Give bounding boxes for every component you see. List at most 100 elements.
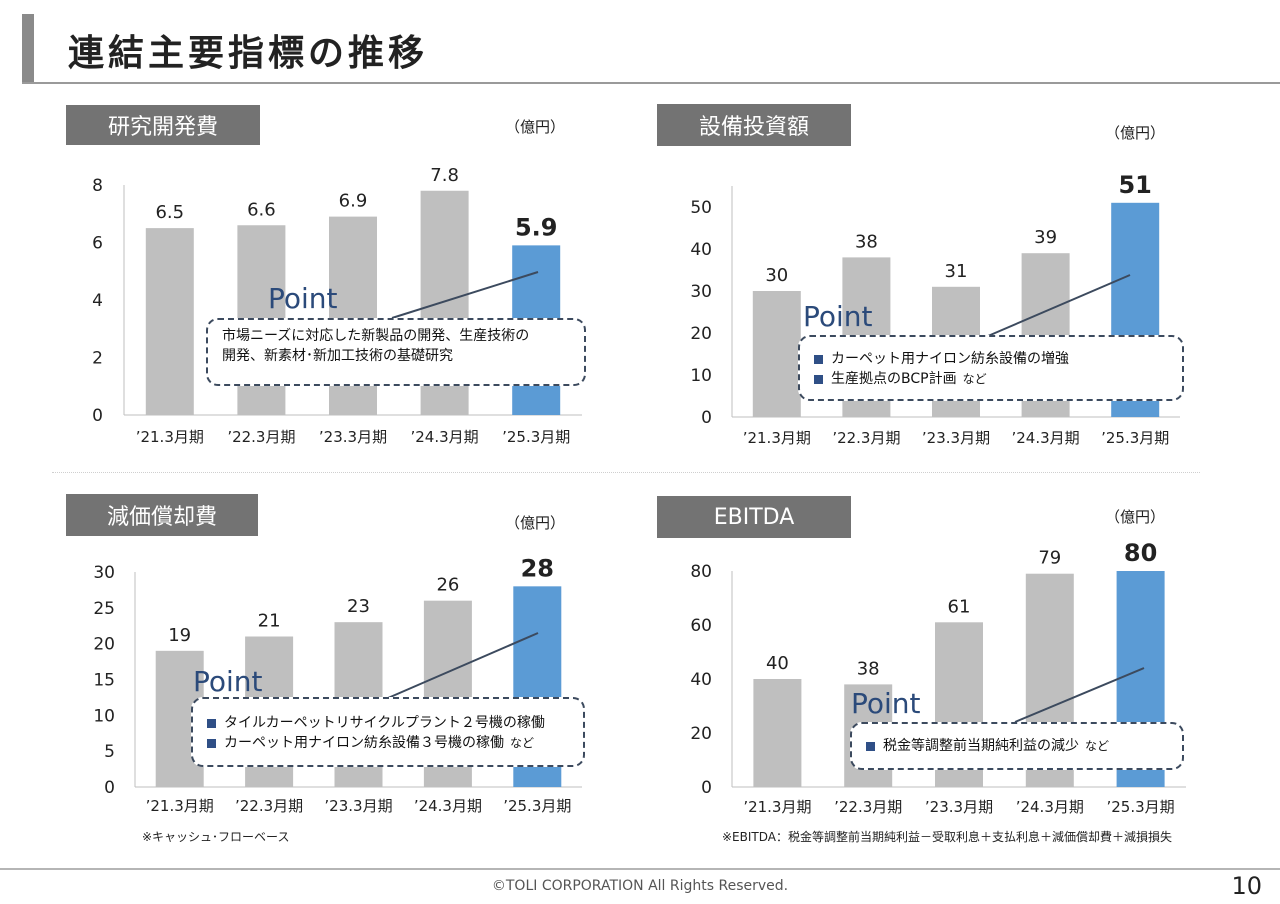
point-heading: Point [803, 300, 873, 333]
point-line: カーペット用ナイロン紡糸設備の増強 [831, 351, 1069, 367]
category-label: ’24.3月期 [414, 797, 482, 815]
point-line: 市場ニーズに対応した新製品の開発、生産技術の [222, 328, 530, 344]
point-heading: Point [851, 687, 921, 720]
category-label: ’22.3月期 [834, 798, 902, 816]
data-label: 28 [521, 554, 554, 582]
panel-tag-depreciation: 減価償却費 [66, 494, 258, 536]
footer-rule [0, 868, 1280, 870]
point-callout-box: 税金等調整前当期純利益の減少 など [850, 722, 1184, 770]
bullet-icon [814, 354, 823, 364]
data-label: 19 [168, 625, 191, 646]
data-label: 40 [766, 653, 789, 674]
data-label: 6.6 [247, 199, 276, 220]
title-rule [22, 82, 1280, 84]
y-tick-label: 10 [690, 366, 712, 386]
y-tick-label: 0 [701, 408, 712, 428]
y-tick-label: 4 [92, 291, 103, 311]
y-tick-label: 2 [92, 349, 103, 369]
y-tick-label: 0 [92, 406, 103, 426]
data-label: 5.9 [515, 213, 558, 241]
category-label: ’21.3月期 [743, 429, 811, 447]
category-label: ’25.3月期 [502, 428, 570, 446]
page-number: 10 [1231, 872, 1262, 900]
copyright-footer: ©TOLI CORPORATION All Rights Reserved. [491, 878, 789, 894]
data-label: 51 [1118, 171, 1151, 199]
panel-tag-capex: 設備投資額 [657, 104, 851, 146]
category-label: ’25.3月期 [1101, 429, 1169, 447]
unit-label: （億円） [1105, 508, 1166, 526]
data-label: 26 [436, 575, 459, 596]
y-tick-label: 5 [104, 742, 115, 762]
y-tick-label: 25 [93, 599, 115, 619]
panel-tag-rd: 研究開発費 [66, 105, 260, 145]
data-label: 6.9 [339, 191, 368, 212]
point-line: 開発、新素材･新加工技術の基礎研究 [222, 348, 453, 365]
y-tick-label: 0 [701, 778, 712, 798]
data-label: 7.8 [430, 165, 459, 186]
pointer-line [1014, 667, 1145, 723]
y-tick-label: 20 [93, 635, 115, 655]
data-label: 30 [765, 265, 788, 286]
category-label: ’25.3月期 [1107, 798, 1175, 816]
y-tick-label: 0 [104, 778, 115, 798]
point-callout-box: 市場ニーズに対応した新製品の開発、生産技術の 開発、新素材･新加工技術の基礎研究 [206, 318, 586, 386]
y-tick-label: 10 [93, 706, 115, 726]
category-label: ’24.3月期 [1016, 798, 1084, 816]
panel-tag-ebitda: EBITDA [657, 496, 851, 538]
point-line: 税金等調整前当期純利益の減少 [883, 738, 1079, 754]
data-label: 38 [855, 231, 878, 252]
bar [145, 228, 194, 415]
point-callout-box: カーペット用ナイロン紡糸設備の増強 生産拠点のBCP計画 など [798, 335, 1184, 401]
title-accent-bar [22, 14, 34, 82]
footnote: ※キャッシュ･フローベース [142, 830, 290, 844]
category-label: ’24.3月期 [1012, 429, 1080, 447]
y-tick-label: 40 [690, 670, 712, 690]
page-title: 連結主要指標の推移 [68, 33, 429, 74]
category-label: ’21.3月期 [146, 797, 214, 815]
point-heading: Point [268, 282, 338, 315]
y-tick-label: 50 [690, 198, 712, 218]
bullet-icon [207, 738, 216, 748]
bullet-icon [814, 374, 823, 384]
nado-label: など [962, 372, 987, 387]
y-tick-label: 80 [690, 562, 712, 582]
unit-label: （億円） [505, 514, 566, 532]
data-label: 23 [347, 596, 370, 617]
data-label: 79 [1038, 548, 1061, 569]
data-label: 80 [1124, 539, 1157, 567]
footnote: ※EBITDA：税金等調整前当期純利益－受取利息＋支払利息＋減価償却費＋減損損失 [722, 830, 1172, 844]
category-label: ’23.3月期 [319, 428, 387, 446]
category-label: ’22.3月期 [832, 429, 900, 447]
bar [753, 679, 802, 787]
nado-label: など [1085, 739, 1110, 753]
y-tick-label: 40 [690, 240, 712, 260]
category-label: ’25.3月期 [503, 797, 571, 815]
data-label: 38 [857, 658, 880, 679]
category-label: ’22.3月期 [227, 428, 295, 446]
bullet-icon [207, 718, 216, 728]
category-label: ’21.3月期 [743, 798, 811, 816]
data-label: 6.5 [155, 202, 184, 223]
category-label: ’23.3月期 [922, 429, 990, 447]
data-label: 39 [1034, 227, 1057, 248]
category-label: ’24.3月期 [411, 428, 479, 446]
y-tick-label: 15 [93, 671, 115, 691]
bullet-icon [866, 741, 875, 751]
section-divider [52, 472, 1200, 473]
y-tick-label: 8 [92, 176, 103, 196]
point-callout-box: タイルカーペットリサイクルプラント２号機の稼働 カーペット用ナイロン紡糸設備３号… [191, 697, 585, 767]
y-tick-label: 60 [690, 616, 712, 636]
point-line: カーペット用ナイロン紡糸設備３号機の稼働 [224, 735, 504, 752]
bar [752, 291, 801, 417]
y-tick-label: 30 [690, 282, 712, 302]
y-tick-label: 20 [690, 324, 712, 344]
pointer-line [987, 274, 1131, 337]
unit-label: （億円） [505, 118, 566, 136]
point-heading: Point [193, 665, 263, 698]
data-label: 61 [948, 596, 971, 617]
category-label: ’23.3月期 [925, 798, 993, 816]
nado-label: など [510, 736, 535, 751]
data-label: 21 [258, 611, 281, 632]
y-tick-label: 20 [690, 724, 712, 744]
y-tick-label: 30 [93, 563, 115, 583]
